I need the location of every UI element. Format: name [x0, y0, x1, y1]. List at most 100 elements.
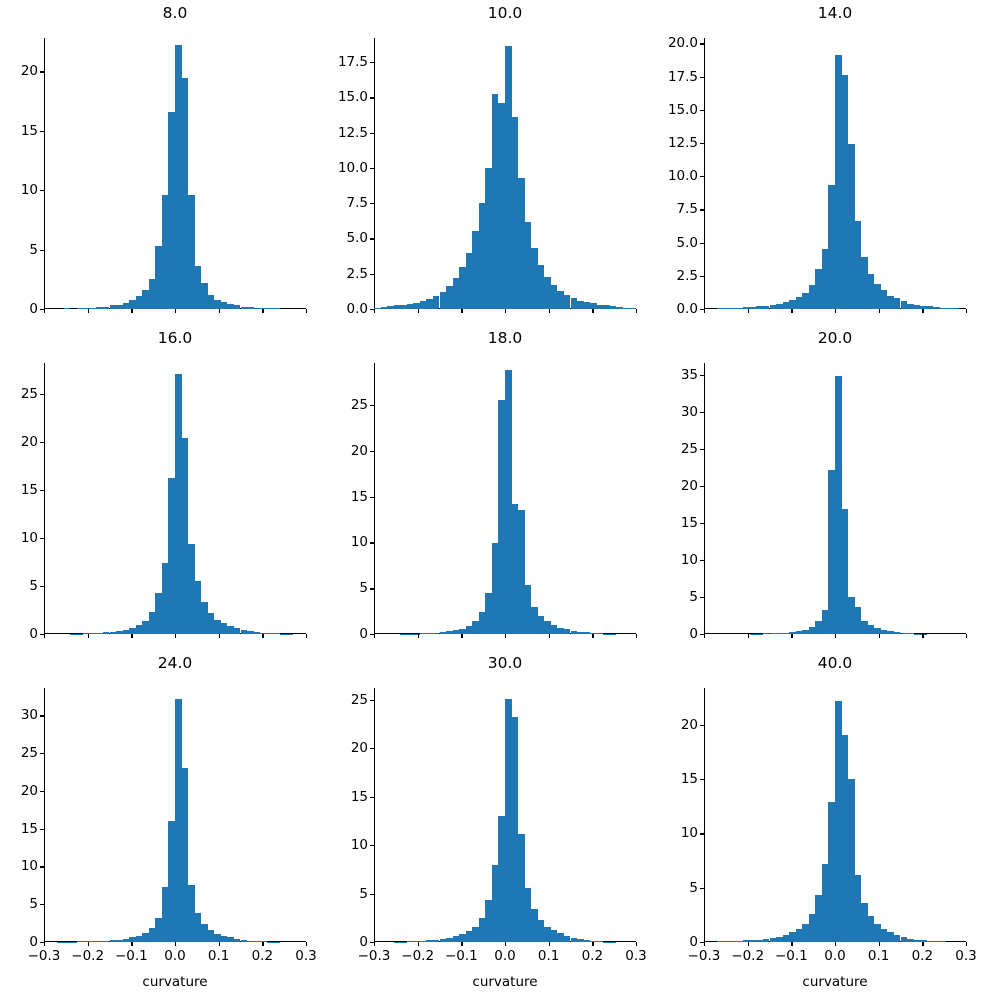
histogram-bar	[789, 299, 796, 309]
histogram-bar	[253, 307, 261, 309]
y-tick-mark	[700, 411, 704, 414]
x-tick-mark	[922, 309, 924, 313]
histogram-bar	[220, 301, 228, 309]
histogram-bar	[419, 633, 427, 634]
x-tick-mark	[704, 309, 706, 313]
y-tick-mark	[40, 130, 44, 132]
histogram-bar	[848, 596, 855, 634]
histogram-bar	[96, 632, 103, 634]
subplot-title: 10.0	[487, 4, 523, 22]
y-tick-mark	[370, 238, 374, 240]
histogram-bar	[129, 937, 136, 942]
y-tick-mark	[700, 275, 704, 278]
x-axis-spine	[44, 307, 306, 309]
histogram-bar	[907, 633, 914, 634]
histogram-bar	[537, 265, 545, 309]
y-tick-label: 20	[680, 477, 698, 494]
histogram-bar	[596, 941, 604, 942]
x-axis-label: curvature	[802, 974, 868, 990]
histogram-bar	[913, 305, 921, 309]
histogram-bar	[874, 283, 881, 309]
x-tick-mark	[966, 309, 968, 313]
y-tick-mark	[700, 309, 704, 311]
histogram-bar	[887, 932, 894, 942]
histogram-bar	[109, 631, 117, 634]
histogram-bar	[83, 941, 90, 942]
y-tick-mark	[40, 866, 44, 868]
histogram-bar	[129, 628, 136, 634]
histogram-bar	[570, 937, 578, 942]
histogram-bar	[432, 296, 440, 309]
x-tick-mark	[461, 309, 463, 313]
histogram-bar	[749, 307, 757, 309]
y-axis-spine	[704, 38, 706, 309]
x-tick-mark	[44, 634, 46, 638]
histogram-bar	[393, 305, 401, 309]
histogram-bar	[102, 632, 110, 634]
histogram-bar	[952, 308, 960, 309]
subplot-title: 30.0	[487, 654, 523, 672]
y-tick-label: 0	[29, 626, 38, 642]
x-tick-mark	[374, 309, 376, 313]
histogram-bar	[214, 299, 221, 309]
histogram-bar	[782, 934, 790, 942]
x-tick-label: −0.3	[687, 948, 721, 964]
x-tick-mark	[87, 634, 89, 638]
x-tick-mark	[262, 309, 264, 313]
x-tick-mark	[262, 634, 264, 638]
x-tick-label: 0.3	[295, 948, 317, 964]
histogram-bar	[835, 701, 842, 942]
histogram-bar	[472, 231, 479, 309]
y-axis-spine	[374, 688, 376, 942]
y-tick-label: 10	[20, 182, 38, 199]
y-tick-label: 20.0	[667, 35, 698, 52]
y-tick-label: 7.5	[346, 195, 368, 212]
y-axis-spine	[44, 363, 46, 634]
y-tick-mark	[370, 634, 374, 636]
histogram-bar	[550, 285, 558, 309]
histogram-bar	[175, 698, 182, 942]
y-tick-mark	[700, 596, 704, 599]
histogram-bar	[749, 940, 757, 942]
histogram-bar	[900, 301, 908, 309]
x-tick-mark	[791, 942, 793, 946]
histogram-bar	[89, 633, 97, 634]
histogram-bar	[880, 928, 888, 942]
y-tick-label: 7.5	[676, 201, 698, 218]
histogram-bars	[704, 363, 966, 634]
y-tick-label: 15.0	[337, 89, 368, 106]
histogram-bar	[122, 629, 130, 634]
y-tick-mark	[700, 176, 704, 178]
x-tick-mark	[878, 309, 880, 313]
plot-area: 0 5 10 15 20	[21, 38, 308, 317]
x-tick-mark	[417, 634, 419, 638]
x-tick-mark	[374, 634, 376, 638]
y-tick-mark	[370, 309, 374, 311]
histogram-bar	[769, 633, 777, 634]
y-tick-mark	[370, 405, 374, 407]
histogram-bar	[789, 932, 796, 942]
x-axis-label: curvature	[142, 974, 208, 990]
y-tick-label: 15	[350, 788, 368, 805]
histogram-bar	[808, 913, 816, 942]
histogram-bar	[808, 626, 816, 634]
y-tick-mark	[370, 132, 374, 134]
y-tick-mark	[700, 522, 704, 525]
y-tick-label: 5	[359, 885, 368, 902]
histogram-bar	[518, 177, 525, 309]
histogram-bar	[835, 55, 842, 309]
histogram-bar	[76, 307, 84, 309]
y-tick-mark	[370, 97, 374, 99]
x-tick-label: −0.1	[774, 948, 808, 964]
histogram-bar	[201, 602, 208, 634]
x-tick-mark	[966, 634, 968, 638]
y-tick-label: 25	[20, 385, 38, 402]
y-tick-label: 5	[689, 588, 698, 605]
x-tick-mark	[44, 942, 46, 946]
histogram-bar	[920, 940, 927, 942]
histogram-bar	[181, 78, 189, 309]
x-tick-label: 0.2	[251, 948, 274, 964]
x-tick-label: −0.2	[731, 948, 765, 964]
